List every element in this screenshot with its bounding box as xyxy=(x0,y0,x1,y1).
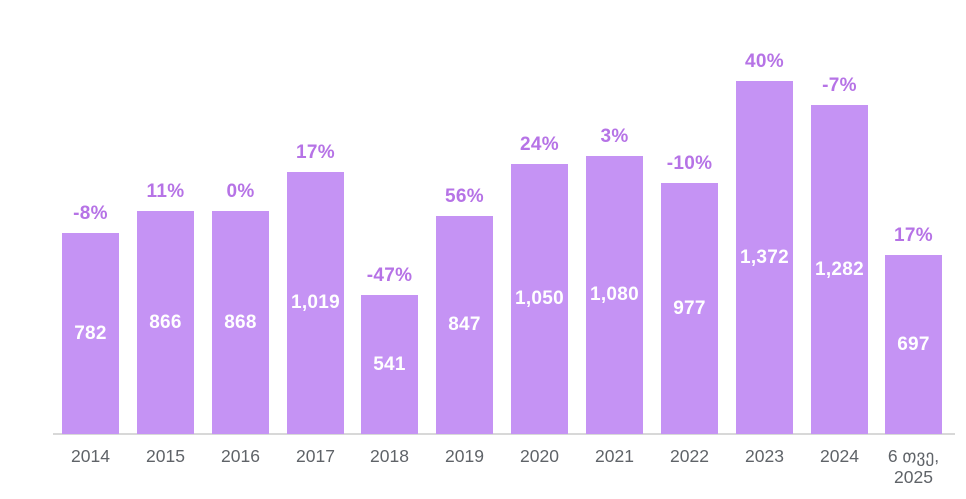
bar-group: -8% 782 2014 xyxy=(62,203,119,466)
bar-group: -10% 977 2022 xyxy=(661,153,718,466)
bar-value-label: 868 xyxy=(224,311,257,333)
bar-value-label: 541 xyxy=(373,353,406,375)
x-axis-label: 2017 xyxy=(296,446,335,466)
bar-value-label: 1,282 xyxy=(814,258,865,280)
bar-value-label: 1,019 xyxy=(290,292,341,313)
x-axis-line xyxy=(53,433,955,435)
pct-change-label: -10% xyxy=(666,153,713,174)
bar-group: 17% 697 6 თვე, 2025 xyxy=(885,225,942,487)
bar-group: 24% 1,050 2020 xyxy=(511,134,568,466)
bar-value-label: 847 xyxy=(448,314,481,335)
bar-value-label: 782 xyxy=(74,322,107,344)
x-axis-label: 6 თვე, 2025 xyxy=(887,446,940,487)
x-axis-label: 2020 xyxy=(520,446,559,466)
bar-group: 56% 847 2019 xyxy=(436,186,493,466)
pct-change-label: 17% xyxy=(296,142,335,163)
bar-group: 3% 1,080 2021 xyxy=(586,126,643,466)
bar-group: 40% 1,372 2023 xyxy=(736,51,793,466)
bar-group: 11% 866 2015 xyxy=(137,181,194,466)
pct-change-label: 0% xyxy=(226,181,255,202)
bar-value-label: 977 xyxy=(673,297,706,319)
bar[interactable]: 1,282 xyxy=(811,105,868,434)
bar-value-label: 1,372 xyxy=(739,246,790,268)
x-axis-label: 2023 xyxy=(745,446,784,466)
bar-value-label: 866 xyxy=(149,311,182,333)
bar-group: -47% 541 2018 xyxy=(361,265,418,466)
bar[interactable]: 847 xyxy=(436,216,493,434)
bar[interactable]: 1,050 xyxy=(511,164,568,434)
bar-group: 0% 868 2016 xyxy=(212,181,269,466)
bar[interactable]: 697 xyxy=(885,255,942,434)
pct-change-label: 24% xyxy=(520,134,559,155)
x-axis-label: 2014 xyxy=(71,446,110,466)
bar-value-label: 1,050 xyxy=(514,288,565,309)
bar[interactable]: 541 xyxy=(361,295,418,434)
bar[interactable]: 977 xyxy=(661,183,718,434)
x-axis-label: 2016 xyxy=(221,446,260,466)
bar[interactable]: 1,080 xyxy=(586,156,643,434)
pct-change-label: -8% xyxy=(73,203,108,224)
bar[interactable]: 1,019 xyxy=(287,172,344,434)
pct-change-label: 11% xyxy=(146,181,185,202)
pct-change-label: -47% xyxy=(366,265,413,286)
bar[interactable]: 866 xyxy=(137,211,194,434)
pct-change-label: 17% xyxy=(894,225,933,246)
bar[interactable]: 1,372 xyxy=(736,81,793,434)
x-axis-label: 2015 xyxy=(146,446,185,466)
pct-change-label: 3% xyxy=(600,126,629,147)
bar-group: 17% 1,019 2017 xyxy=(287,142,344,466)
bar[interactable]: 782 xyxy=(62,233,119,434)
pct-change-label: 56% xyxy=(445,186,484,207)
bar[interactable]: 868 xyxy=(212,211,269,434)
x-axis-label: 2024 xyxy=(820,446,859,466)
bar-group: -7% 1,282 2024 xyxy=(811,75,868,466)
x-axis-label: 2021 xyxy=(595,446,634,466)
pct-change-label: 40% xyxy=(745,51,784,72)
bar-value-label: 1,080 xyxy=(589,284,640,305)
pct-change-label: -7% xyxy=(822,75,857,96)
bar-value-label: 697 xyxy=(897,333,930,355)
x-axis-label: 2018 xyxy=(370,446,409,466)
x-axis-label: 2022 xyxy=(670,446,709,466)
x-axis-label: 2019 xyxy=(445,446,484,466)
